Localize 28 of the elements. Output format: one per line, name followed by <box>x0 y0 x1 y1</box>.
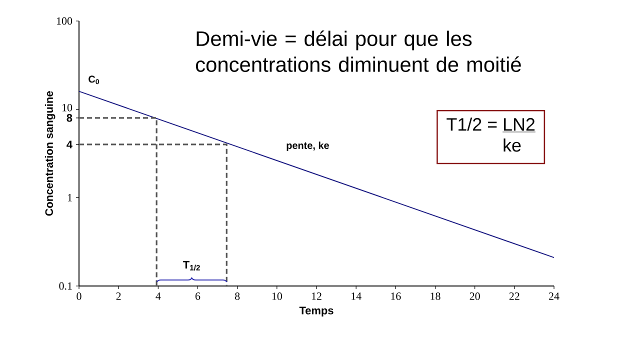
x-axis-title: Temps <box>299 306 334 317</box>
y-tick-label: 0.1 <box>59 282 72 290</box>
x-tick-label: 18 <box>430 292 440 300</box>
y-tick-label: 10 <box>62 104 72 112</box>
text: Demi-vie = délai pour que les concentrations diminuent de moitié <box>196 30 521 72</box>
annotation: T$_{1/2}$ <box>183 260 200 270</box>
x-tick-label: 20 <box>470 292 480 300</box>
y-axis-title: Concentration sanguine <box>44 91 56 216</box>
x-tick-label: 6 <box>195 292 200 300</box>
annotation: pente, ke <box>286 142 329 151</box>
y-tick-label: 1 <box>68 194 72 202</box>
annotation: LN2 <box>504 118 535 131</box>
x-tick-label: 0 <box>76 292 82 300</box>
y-tick-label: 4 <box>66 140 72 148</box>
x-tick-label: 14 <box>352 292 362 300</box>
annotation: C$_{0}$ <box>88 76 99 84</box>
x-tick-label: 4 <box>156 292 161 300</box>
x-tick-label: 2 <box>116 292 121 300</box>
x-tick-label: 12 <box>312 292 322 300</box>
x-tick-label: 16 <box>391 292 401 300</box>
y-tick-label: 100 <box>57 17 72 25</box>
x-tick-label: 22 <box>509 292 520 300</box>
x-tick-label: 10 <box>272 292 282 300</box>
x-tick-label: 8 <box>235 292 240 300</box>
y-tick-label: 8 <box>66 114 72 122</box>
x-tick-label: 24 <box>549 292 560 300</box>
annotation: ke <box>504 138 521 152</box>
annotation: T1/2 = <box>446 118 497 131</box>
